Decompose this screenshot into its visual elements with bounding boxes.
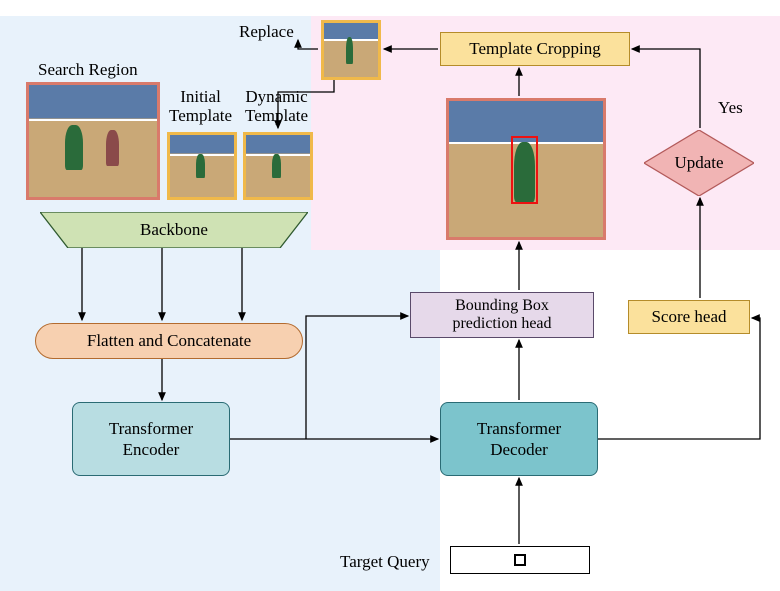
score-head-node: Score head (628, 300, 750, 334)
initial-template-image (167, 132, 237, 200)
replace-label: Replace (239, 22, 294, 42)
backbone-node: Backbone (40, 212, 308, 248)
backbone-label: Backbone (40, 212, 308, 248)
score-head-label: Score head (651, 307, 726, 327)
cropped-template-image (321, 20, 381, 80)
bbox-prediction-head-node: Bounding Box prediction head (410, 292, 594, 338)
flatten-concat-label: Flatten and Concatenate (87, 331, 251, 351)
decoder-label: Transformer Decoder (477, 418, 561, 461)
flatten-concat-node: Flatten and Concatenate (35, 323, 303, 359)
dynamic-template-label: Dynamic Template (245, 88, 308, 125)
target-query-marker (514, 554, 526, 566)
center-detection-image (446, 98, 606, 240)
transformer-decoder-node: Transformer Decoder (440, 402, 598, 476)
update-node: Update (644, 130, 754, 196)
search-region-label: Search Region (38, 60, 138, 80)
template-cropping-label: Template Cropping (469, 39, 600, 59)
target-query-box (450, 546, 590, 574)
template-cropping-node: Template Cropping (440, 32, 630, 66)
encoder-label: Transformer Encoder (109, 418, 193, 461)
search-region-image (26, 82, 160, 200)
initial-template-label: Initial Template (169, 88, 232, 125)
yes-label: Yes (718, 98, 743, 118)
target-query-label: Target Query (340, 552, 430, 572)
update-label: Update (674, 153, 723, 173)
bbox-head-label: Bounding Box prediction head (452, 297, 551, 334)
dynamic-template-image (243, 132, 313, 200)
bbox-overlay (511, 136, 539, 204)
transformer-encoder-node: Transformer Encoder (72, 402, 230, 476)
